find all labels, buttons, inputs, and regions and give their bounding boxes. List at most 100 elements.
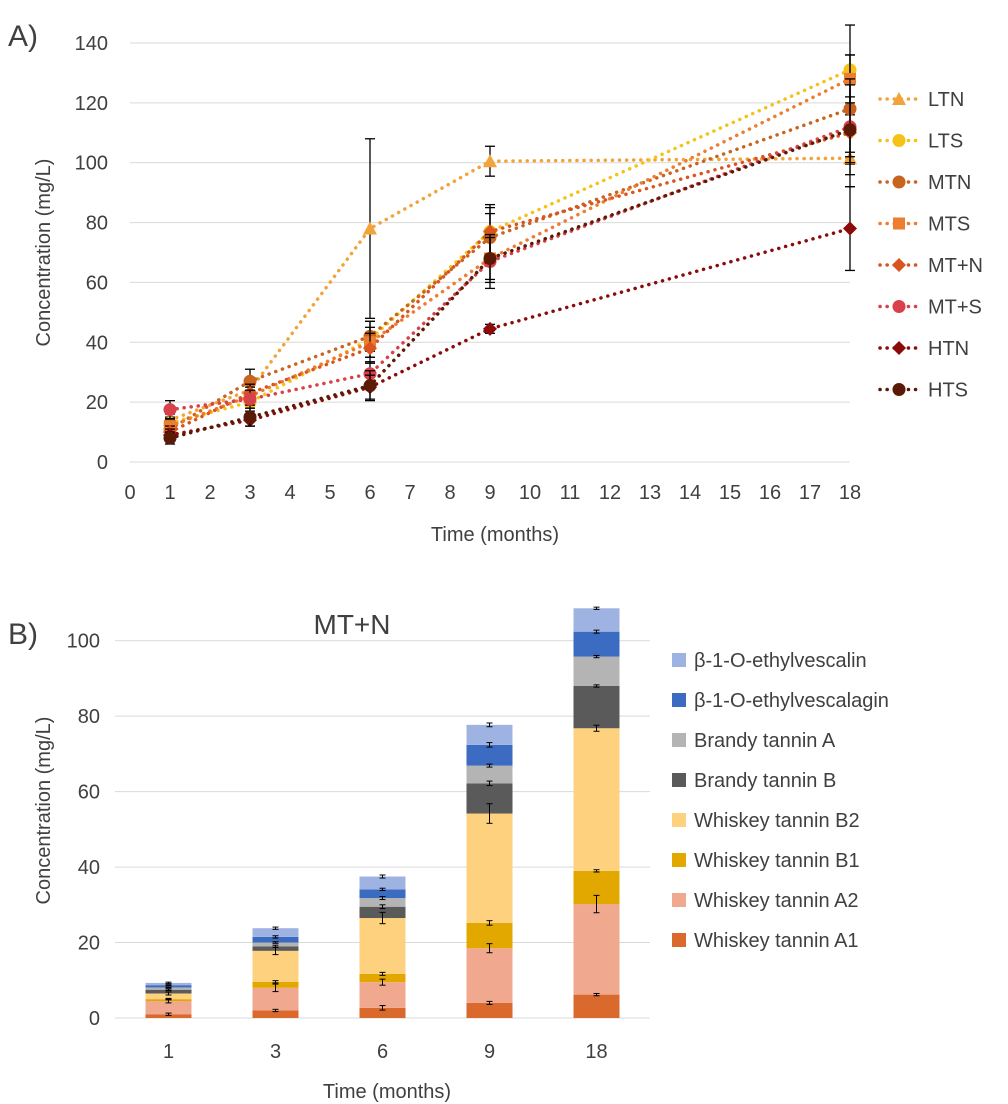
- legend-marker: [893, 217, 905, 230]
- bar-segment-brandy-tannin-a: [252, 942, 299, 947]
- y-tick-label: 20: [86, 392, 108, 414]
- x-tick-label: 9: [484, 482, 495, 504]
- x-tick-label: 18: [585, 1041, 607, 1063]
- x-tick-label: 1: [163, 1041, 174, 1063]
- data-point: [483, 321, 497, 336]
- bar-segment-1-o-ethylvescalagin: [573, 631, 620, 657]
- series-line: [168, 107, 852, 431]
- bar-segment-whiskey-tannin-a2: [466, 948, 513, 1003]
- legend-entry-whiskey-tannin-b1: Whiskey tannin B1: [672, 850, 860, 872]
- bar-segment-whiskey-tannin-a1: [252, 1010, 299, 1018]
- chart-title: MT+N: [314, 609, 391, 640]
- bar-stack-3: [252, 926, 299, 1018]
- x-tick-label: 12: [599, 482, 621, 504]
- legend-entry-mt-n: MT+N: [878, 255, 983, 277]
- x-tick-label: 7: [404, 482, 415, 504]
- legend-entry-whiskey-tannin-a2: Whiskey tannin A2: [672, 890, 859, 912]
- series-mt-n: [163, 78, 857, 440]
- x-tick-label: 4: [284, 482, 295, 504]
- x-axis-label: Time (months): [431, 524, 559, 546]
- legend-label: LTS: [928, 131, 963, 153]
- legend-marker: [892, 258, 906, 272]
- legend-swatch: [672, 933, 686, 947]
- bar-segment-1-o-ethylvescalin: [359, 876, 406, 890]
- legend-entry-1-o-ethylvescalagin: β-1-O-ethylvescalagin: [672, 690, 889, 712]
- legend-entry-whiskey-tannin-a1: Whiskey tannin A1: [672, 930, 859, 952]
- y-tick-label: 20: [78, 933, 100, 955]
- x-tick-label: 9: [484, 1041, 495, 1063]
- legend-label: MTN: [928, 172, 971, 194]
- x-tick-label: 3: [270, 1041, 281, 1063]
- bar-segment-brandy-tannin-a: [466, 765, 513, 784]
- x-tick-label: 18: [839, 482, 861, 504]
- series-mt-s: [163, 96, 857, 420]
- data-point: [483, 154, 497, 168]
- series-line: [168, 156, 852, 422]
- legend-swatch: [672, 893, 686, 907]
- legend-marker: [892, 300, 906, 313]
- legend-label: LTN: [928, 89, 964, 111]
- legend-marker: [892, 341, 906, 355]
- bar-segment-whiskey-tannin-b2: [466, 813, 513, 923]
- bar-segment-brandy-tannin-a: [359, 898, 406, 907]
- bar-segment-whiskey-tannin-b2: [359, 918, 406, 974]
- x-tick-label: 0: [124, 482, 135, 504]
- legend-marker: [892, 383, 906, 396]
- bar-segment-1-o-ethylvescalagin: [145, 985, 192, 988]
- data-point: [243, 410, 257, 424]
- bar-segment-whiskey-tannin-b2: [145, 993, 192, 1000]
- legend-label: HTS: [928, 380, 968, 402]
- x-tick-label: 13: [639, 482, 661, 504]
- y-tick-label: 120: [75, 93, 108, 115]
- y-tick-label: 60: [86, 272, 108, 294]
- legend-swatch: [672, 733, 686, 747]
- x-tick-label: 3: [244, 482, 255, 504]
- y-axis-label: Concentration (mg/L): [33, 159, 55, 347]
- panel-b-label: B): [8, 618, 38, 651]
- x-tick-label: 6: [377, 1041, 388, 1063]
- y-tick-label: 60: [78, 782, 100, 804]
- bar-segment-1-o-ethylvescalin: [466, 724, 513, 745]
- legend-label: β-1-O-ethylvescalagin: [694, 690, 889, 712]
- bar-segment-whiskey-tannin-a1: [145, 1014, 192, 1018]
- series-line: [168, 226, 852, 437]
- series-mts: [164, 54, 856, 433]
- legend-entry-brandy-tannin-b: Brandy tannin B: [672, 770, 836, 792]
- x-axis-label: Time (months): [323, 1081, 451, 1103]
- bar-stack-18: [573, 606, 620, 1018]
- legend-entry-1-o-ethylvescalin: β-1-O-ethylvescalin: [672, 650, 867, 672]
- legend-swatch: [672, 773, 686, 787]
- bar-segment-brandy-tannin-a: [573, 656, 620, 686]
- data-point: [843, 123, 857, 137]
- y-tick-label: 80: [86, 213, 108, 235]
- legend-label: Whiskey tannin B1: [694, 850, 860, 872]
- panel-a-label: A): [8, 20, 38, 53]
- x-tick-label: 17: [799, 482, 821, 504]
- bar-segment-1-o-ethylvescalin: [252, 928, 299, 937]
- x-tick-label: 5: [324, 482, 335, 504]
- legend-swatch: [672, 693, 686, 707]
- x-tick-label: 8: [444, 482, 455, 504]
- y-tick-label: 40: [78, 857, 100, 879]
- legend-swatch: [672, 853, 686, 867]
- bar-segment-whiskey-tannin-a2: [573, 904, 620, 995]
- series-hts: [163, 84, 857, 445]
- legend-entry-brandy-tannin-a: Brandy tannin A: [672, 730, 836, 752]
- data-point: [243, 392, 257, 406]
- bar-segment-whiskey-tannin-a1: [359, 1007, 406, 1018]
- bar-segment-brandy-tannin-b: [573, 686, 620, 729]
- y-tick-label: 100: [75, 153, 108, 175]
- bar-segment-1-o-ethylvescalagin: [359, 889, 406, 899]
- data-point: [843, 221, 857, 236]
- bar-segment-whiskey-tannin-a2: [145, 1001, 192, 1015]
- data-point: [163, 431, 177, 445]
- x-tick-label: 10: [519, 482, 541, 504]
- bar-segment-whiskey-tannin-a2: [359, 982, 406, 1008]
- bar-stack-1: [145, 981, 192, 1018]
- x-tick-label: 15: [719, 482, 741, 504]
- bar-segment-whiskey-tannin-b2: [252, 950, 299, 982]
- data-point: [483, 251, 497, 265]
- legend-marker: [892, 175, 906, 189]
- x-tick-label: 16: [759, 482, 781, 504]
